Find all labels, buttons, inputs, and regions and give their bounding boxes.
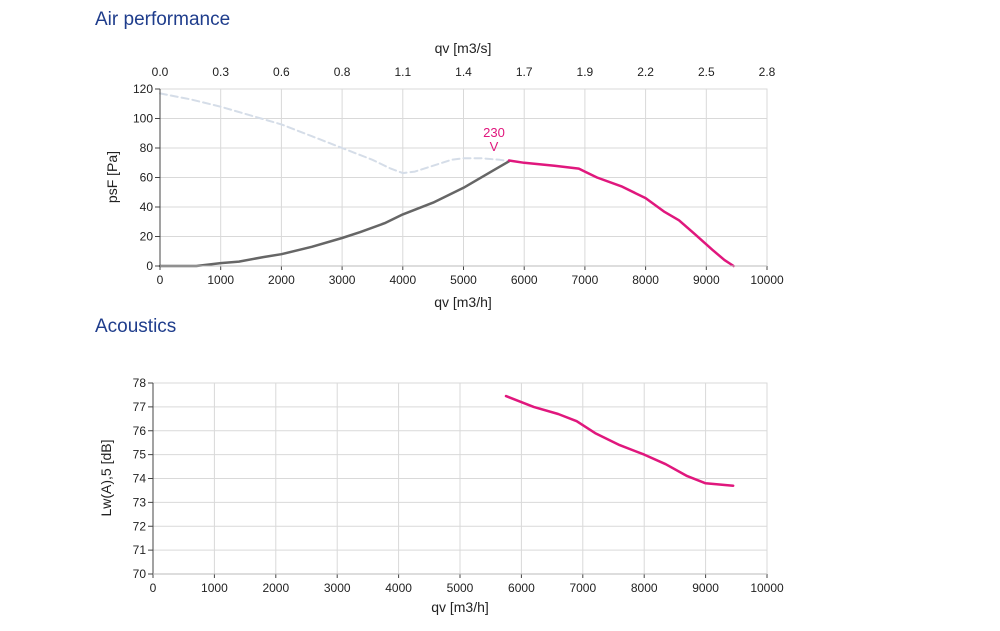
acoustics-x-tick-label: 6000 <box>508 581 535 595</box>
air-stall-curve <box>159 92 510 175</box>
air-x-tick-label: 4000 <box>389 273 416 287</box>
air-x-tick-label: 10000 <box>750 273 784 287</box>
air-x-tick-label: 0 <box>157 273 164 287</box>
acoustics-y-tick-label: 70 <box>133 567 147 581</box>
air-system-curve <box>158 160 511 268</box>
air-x2-tick-label: 1.4 <box>455 65 472 79</box>
air-x-tick-label: 7000 <box>572 273 599 287</box>
air-y-tick-label: 100 <box>133 112 153 126</box>
acoustics-x-tick-label: 1000 <box>201 581 228 595</box>
air-y-tick-label: 40 <box>140 200 154 214</box>
acoustics-y-tick-label: 78 <box>133 376 147 390</box>
air-x-tick-label: 2000 <box>268 273 295 287</box>
voltage-annotation-unit: V <box>490 139 499 154</box>
air-performance-title: Air performance <box>95 9 231 30</box>
voltage-annotation-value: 230 <box>483 125 505 140</box>
air-series <box>158 92 735 268</box>
air-x2-tick-label: 0.6 <box>273 65 290 79</box>
air-voltage-curve <box>507 159 735 268</box>
air-x-tick-label: 9000 <box>693 273 720 287</box>
air-y-axis-label: psF [Pa] <box>104 151 120 203</box>
acoustics-y-tick-label: 73 <box>133 495 147 509</box>
acoustics-y-tick-label: 72 <box>133 519 147 533</box>
acoustics-x-tick-label: 10000 <box>750 581 784 595</box>
acoustics-x-tick-label: 7000 <box>569 581 596 595</box>
acoustics-x-tick-label: 9000 <box>692 581 719 595</box>
acoustics-x-axis-label: qv [m3/h] <box>431 599 489 615</box>
acoustics-x-tick-label: 8000 <box>631 581 658 595</box>
air-x2-tick-label: 1.1 <box>394 65 411 79</box>
air-y-tick-label: 0 <box>146 259 153 273</box>
acoustics-title: Acoustics <box>95 316 177 337</box>
acoustics-x-tick-label: 0 <box>150 581 157 595</box>
acoustics-y-tick-label: 74 <box>133 472 147 486</box>
acoustics-series <box>504 394 735 487</box>
air-x-tick-label: 1000 <box>207 273 234 287</box>
air-x-axis-label: qv [m3/h] <box>434 294 492 310</box>
acoustics-grid <box>152 382 768 575</box>
acoustics-y-tick-label: 77 <box>133 400 147 414</box>
air-x2-tick-label: 1.7 <box>516 65 533 79</box>
air-x2-tick-label: 0.3 <box>212 65 229 79</box>
air-y-tick-label: 120 <box>133 82 153 96</box>
air-x-tick-label: 5000 <box>450 273 477 287</box>
air-x2-tick-label: 2.8 <box>759 65 776 79</box>
air-x2-tick-label: 2.5 <box>698 65 715 79</box>
air-x2-tick-label: 0.0 <box>152 65 169 79</box>
air-x2-tick-label: 2.2 <box>637 65 654 79</box>
acoustics-y-tick-label: 71 <box>133 543 147 557</box>
air-y-tick-label: 80 <box>140 141 154 155</box>
air-axes: 0 1000 2000 3000 4000 5000 6000 7000 8000 9000 100… <box>133 65 784 287</box>
air-x2-tick-label: 1.9 <box>577 65 594 79</box>
acoustics-x-tick-label: 3000 <box>324 581 351 595</box>
air-x2-tick-label: 0.8 <box>334 65 351 79</box>
air-x-tick-label: 6000 <box>511 273 538 287</box>
acoustics-y-tick-label: 75 <box>133 448 147 462</box>
air-y-tick-label: 20 <box>140 230 154 244</box>
acoustics-y-axis-label: Lw(A),5 [dB] <box>98 439 114 516</box>
acoustics-y-tick-label: 76 <box>133 424 147 438</box>
air-x-tick-label: 8000 <box>632 273 659 287</box>
acoustics-x-tick-label: 4000 <box>385 581 412 595</box>
air-x-tick-label: 3000 <box>329 273 356 287</box>
acoustics-x-tick-label: 2000 <box>262 581 289 595</box>
air-x2-axis-label: qv [m3/s] <box>435 40 492 56</box>
acoustics-voltage-curve <box>504 394 735 487</box>
air-y-tick-label: 60 <box>140 171 154 185</box>
acoustics-x-tick-label: 5000 <box>447 581 474 595</box>
acoustics-axes: 0 1000 2000 3000 4000 5000 6000 7000 8000 9000 100… <box>133 376 784 595</box>
